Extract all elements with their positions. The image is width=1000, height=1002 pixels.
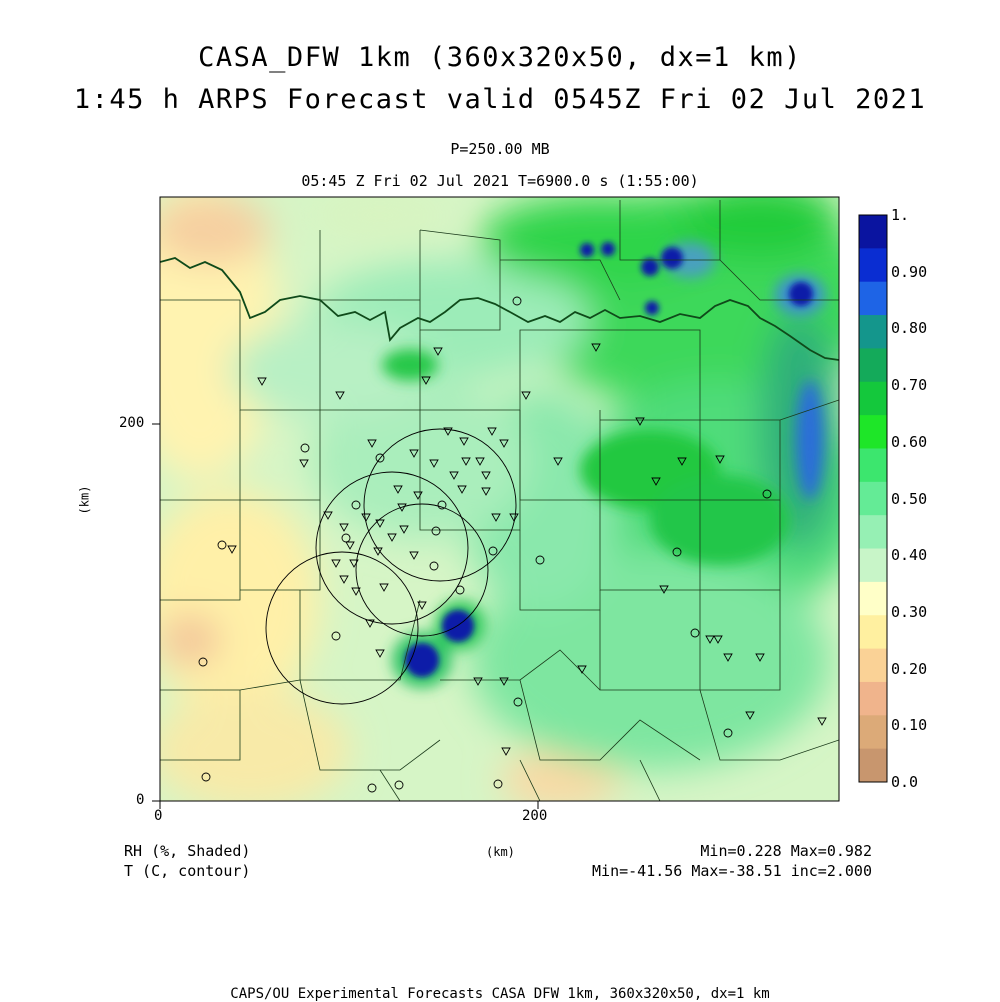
colorbar-swatch bbox=[859, 515, 887, 550]
colorbar-label: 0.30 bbox=[891, 602, 928, 621]
colorbar-swatch bbox=[859, 648, 887, 683]
colorbar-swatch bbox=[859, 448, 887, 483]
y-tick-0: 0 bbox=[136, 792, 145, 808]
colorbar-frame bbox=[858, 214, 888, 783]
map-title: CASA_DFW 1km (360x320x50, dx=1 km) bbox=[198, 42, 802, 73]
colorbar-label: 0.60 bbox=[891, 432, 928, 451]
plot-frame bbox=[152, 196, 840, 809]
contour-stats: Min=-41.56 Max=-38.51 inc=2.000 bbox=[592, 862, 872, 880]
colorbar-label: 0.40 bbox=[891, 546, 928, 565]
contours bbox=[265, 428, 517, 705]
county-boundaries bbox=[160, 200, 839, 801]
colorbar-label: 0.70 bbox=[891, 376, 928, 395]
state-boundary bbox=[160, 257, 839, 361]
colorbar-swatch bbox=[859, 248, 887, 283]
shaded-field-label: RH (%, Shaded) bbox=[124, 842, 251, 860]
footer-credit: CAPS/OU Experimental Forecasts CASA DFW … bbox=[230, 986, 770, 1002]
colorbar-swatch bbox=[859, 415, 887, 449]
circle-markers bbox=[198, 296, 772, 793]
colorbar-label: 0.20 bbox=[891, 659, 928, 678]
colorbar-swatch bbox=[859, 281, 887, 316]
rh-maxima bbox=[405, 242, 813, 677]
colorbar bbox=[858, 214, 888, 783]
triangle-markers bbox=[227, 343, 827, 756]
colorbar-swatch bbox=[859, 615, 887, 650]
valid-time: 05:45 Z Fri 02 Jul 2021 T=6900.0 s (1:55… bbox=[301, 172, 699, 190]
colorbar-swatch bbox=[859, 381, 887, 416]
x-axis-label: (km) bbox=[486, 845, 515, 859]
x-tick-0: 0 bbox=[154, 808, 163, 824]
colorbar-swatch bbox=[859, 315, 887, 349]
contour-field-label: T (C, contour) bbox=[124, 862, 251, 880]
colorbar-label: 0.0 bbox=[891, 773, 919, 791]
colorbar-swatch bbox=[859, 581, 887, 616]
colorbar-swatch bbox=[859, 715, 887, 750]
colorbar-label: 0.50 bbox=[891, 489, 928, 508]
y-axis-label: (km) bbox=[77, 485, 92, 515]
x-tick-200: 200 bbox=[522, 808, 548, 824]
station-markers bbox=[198, 296, 827, 793]
pressure-level: P=250.00 MB bbox=[450, 140, 550, 158]
colorbar-label: 1. bbox=[891, 206, 910, 224]
colorbar-swatch bbox=[859, 481, 887, 516]
colorbar-label: 0.80 bbox=[891, 319, 928, 338]
map-subtitle: 1:45 h ARPS Forecast valid 0545Z Fri 02 … bbox=[73, 84, 927, 115]
colorbar-label: 0.10 bbox=[891, 716, 928, 735]
colorbar-swatch bbox=[859, 548, 887, 583]
colorbar-label: 0.90 bbox=[891, 262, 928, 281]
colorbar-swatch bbox=[859, 681, 887, 716]
colorbar-swatch bbox=[859, 215, 887, 249]
colorbar-swatch bbox=[859, 748, 887, 783]
colorbar-swatch bbox=[859, 348, 887, 383]
shaded-stats: Min=0.228 Max=0.982 bbox=[700, 842, 872, 860]
y-tick-200: 200 bbox=[119, 415, 145, 431]
